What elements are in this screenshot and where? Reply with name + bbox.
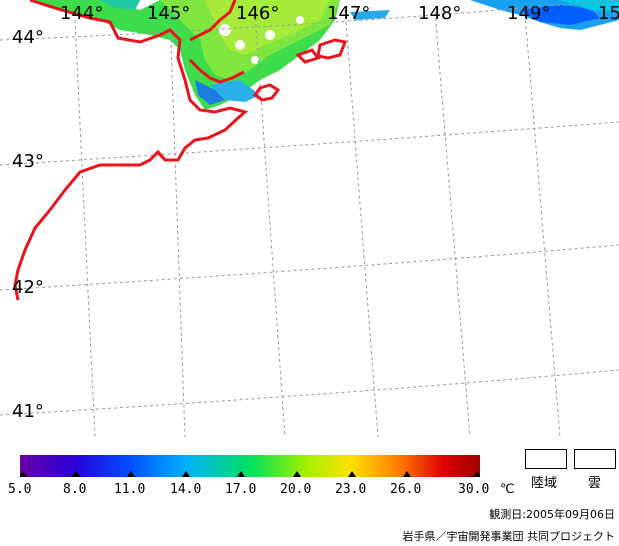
colorbar-tick-label: 20.0 — [280, 482, 312, 497]
coastline — [13, 0, 348, 301]
graticule-lat-44 — [0, 0, 619, 41]
credit-text: 岩手県／宇宙開発事業団 共同プロジェクト — [402, 530, 616, 543]
longitude-label-148: 148° — [418, 3, 462, 24]
colorbar-tick-label: 26.0 — [390, 482, 422, 497]
cloud-legend-swatch — [574, 449, 616, 469]
longitude-label-149: 149° — [507, 3, 551, 24]
colorbar-tick-label: 17.0 — [225, 482, 257, 497]
graticule-lon-145 — [169, 14, 186, 438]
colorbar-tick-label: 30.0 — [458, 482, 490, 497]
colorbar-tick-label: 11.0 — [114, 482, 146, 497]
graticule-lat-43 — [0, 121, 619, 166]
colorbar-tick-marks — [19, 471, 481, 477]
longitude-label-145: 145° — [147, 3, 191, 24]
longitude-label-146: 146° — [236, 3, 280, 24]
observation-date: 観測日:2005年09月06日 — [489, 508, 615, 521]
graticule — [0, 0, 619, 438]
latitude-label-41: 41° — [12, 401, 44, 422]
cloud-legend-label: 雲 — [588, 476, 602, 491]
temperature-colorbar — [19, 455, 481, 477]
longitude-label-147: 147° — [327, 3, 371, 24]
map-canvas — [0, 0, 619, 438]
graticule-lon-149 — [524, 13, 561, 438]
colorbar-gradient — [19, 455, 481, 477]
graticule-lon-144 — [74, 19, 96, 438]
sst-map: 144° 145° 146° 147° 148° 149° 15 44° 43°… — [0, 0, 619, 438]
longitude-label-150: 15 — [598, 3, 619, 24]
colorbar-tick-label: 5.0 — [8, 482, 32, 497]
sst-data-layer — [30, 0, 619, 110]
colorbar-tick-label: 23.0 — [335, 482, 367, 497]
colorbar-tick-label: 8.0 — [63, 482, 87, 497]
latitude-label-42: 42° — [12, 277, 44, 298]
land-legend-swatch — [525, 449, 567, 469]
graticule-lon-146 — [254, 11, 286, 438]
land-legend-label: 陸域 — [531, 476, 558, 491]
latitude-label-43: 43° — [12, 151, 44, 172]
latitude-label-44: 44° — [12, 27, 44, 48]
colorbar-unit-label: ℃ — [500, 482, 515, 497]
graticule-lon-148 — [434, 11, 471, 438]
graticule-lat-41 — [0, 369, 619, 416]
graticule-lat-42 — [0, 244, 619, 291]
colorbar-tick-label: 14.0 — [170, 482, 202, 497]
graticule-lon-147 — [344, 9, 379, 438]
longitude-label-144: 144° — [60, 3, 104, 24]
